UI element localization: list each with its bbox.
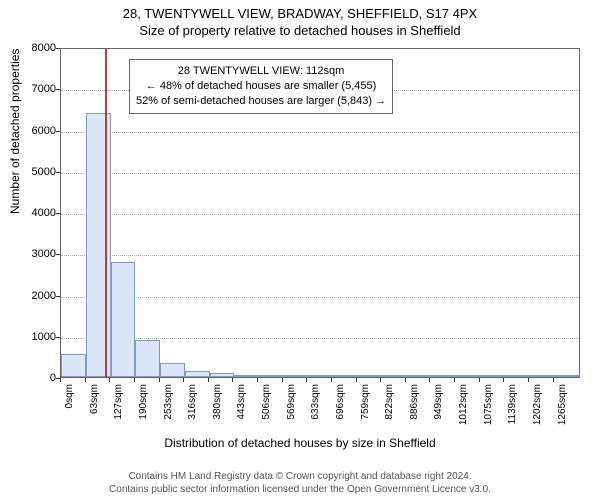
annotation-box: 28 TWENTYWELL VIEW: 112sqm← 48% of detac… — [129, 59, 393, 114]
ytick-label: 6000 — [6, 125, 56, 137]
histogram-bar — [259, 375, 284, 377]
histogram-bar — [333, 375, 358, 377]
histogram-bar — [61, 354, 86, 377]
xtick-label: 1265sqm — [557, 384, 568, 425]
histogram-bar — [160, 363, 185, 377]
histogram-bar — [382, 375, 407, 377]
xtick-mark — [429, 378, 430, 382]
histogram-bar — [556, 375, 581, 377]
ytick-mark — [56, 213, 60, 214]
ytick-label: 0 — [6, 372, 56, 384]
xtick-label: 380sqm — [212, 384, 223, 420]
xtick-mark — [85, 378, 86, 382]
xtick-label: 127sqm — [113, 384, 124, 420]
xtick-label: 1139sqm — [507, 384, 518, 424]
gridline — [61, 255, 579, 256]
histogram-bar — [135, 340, 160, 377]
chart-title-line1: 28, TWENTYWELL VIEW, BRADWAY, SHEFFIELD,… — [0, 0, 600, 21]
chart-container: Number of detached properties 28 TWENTYW… — [0, 44, 600, 444]
xtick-mark — [134, 378, 135, 382]
histogram-bar — [407, 375, 432, 377]
ytick-label: 1000 — [6, 331, 56, 343]
xtick-label: 443sqm — [236, 384, 247, 420]
copyright-line1: Contains HM Land Registry data © Crown c… — [0, 470, 600, 483]
histogram-bar — [210, 373, 235, 377]
xtick-mark — [528, 378, 529, 382]
histogram-bar — [481, 375, 506, 377]
xtick-mark — [356, 378, 357, 382]
ytick-label: 8000 — [6, 42, 56, 54]
xtick-mark — [109, 378, 110, 382]
xtick-mark — [454, 378, 455, 382]
histogram-bar — [432, 375, 457, 377]
ytick-mark — [56, 48, 60, 49]
ytick-label: 7000 — [6, 83, 56, 95]
xtick-mark — [380, 378, 381, 382]
histogram-bar — [185, 371, 210, 377]
gridline — [61, 297, 579, 298]
xtick-mark — [282, 378, 283, 382]
ytick-label: 4000 — [6, 207, 56, 219]
annotation-line3: 52% of semi-detached houses are larger (… — [136, 94, 386, 109]
histogram-bar — [86, 113, 111, 377]
xtick-label: 1012sqm — [458, 384, 469, 425]
ytick-mark — [56, 296, 60, 297]
ytick-mark — [56, 337, 60, 338]
xtick-label: 1075sqm — [483, 384, 494, 425]
annotation-line2: ← 48% of detached houses are smaller (5,… — [136, 79, 386, 94]
histogram-bar — [531, 375, 556, 377]
xtick-label: 696sqm — [335, 384, 346, 420]
xtick-label: 316sqm — [187, 384, 198, 420]
histogram-bar — [358, 375, 383, 377]
xtick-label: 1202sqm — [532, 384, 543, 425]
gridline — [61, 338, 579, 339]
xtick-label: 759sqm — [360, 384, 371, 420]
chart-title-line2: Size of property relative to detached ho… — [0, 21, 600, 42]
xtick-label: 253sqm — [163, 384, 174, 420]
xtick-label: 822sqm — [384, 384, 395, 420]
xtick-label: 949sqm — [433, 384, 444, 420]
xtick-mark — [306, 378, 307, 382]
ytick-mark — [56, 89, 60, 90]
ytick-mark — [56, 172, 60, 173]
xtick-mark — [208, 378, 209, 382]
x-axis-label: Distribution of detached houses by size … — [0, 436, 600, 450]
copyright-line2: Contains public sector information licen… — [0, 483, 600, 496]
histogram-bar — [234, 375, 259, 377]
annotation-line1: 28 TWENTYWELL VIEW: 112sqm — [136, 64, 386, 79]
plot-area: 28 TWENTYWELL VIEW: 112sqm← 48% of detac… — [60, 48, 580, 378]
xtick-label: 886sqm — [409, 384, 420, 420]
xtick-mark — [503, 378, 504, 382]
xtick-mark — [479, 378, 480, 382]
xtick-label: 506sqm — [261, 384, 272, 420]
xtick-mark — [183, 378, 184, 382]
copyright-notice: Contains HM Land Registry data © Crown c… — [0, 470, 600, 496]
gridline — [61, 173, 579, 174]
ytick-label: 5000 — [6, 166, 56, 178]
ytick-mark — [56, 131, 60, 132]
ytick-mark — [56, 254, 60, 255]
gridline — [61, 132, 579, 133]
xtick-label: 63sqm — [89, 384, 100, 414]
xtick-mark — [60, 378, 61, 382]
gridline — [61, 214, 579, 215]
histogram-bar — [283, 375, 308, 377]
xtick-label: 0sqm — [64, 384, 75, 408]
xtick-label: 633sqm — [310, 384, 321, 420]
xtick-label: 190sqm — [138, 384, 149, 420]
xtick-mark — [232, 378, 233, 382]
xtick-mark — [331, 378, 332, 382]
histogram-bar — [308, 375, 333, 377]
xtick-mark — [159, 378, 160, 382]
histogram-bar — [506, 375, 531, 377]
ytick-label: 2000 — [6, 290, 56, 302]
xtick-label: 569sqm — [286, 384, 297, 420]
xtick-mark — [405, 378, 406, 382]
property-marker-line — [105, 49, 107, 377]
xtick-mark — [257, 378, 258, 382]
histogram-bar — [457, 375, 482, 377]
ytick-label: 3000 — [6, 248, 56, 260]
xtick-mark — [553, 378, 554, 382]
histogram-bar — [111, 262, 136, 378]
